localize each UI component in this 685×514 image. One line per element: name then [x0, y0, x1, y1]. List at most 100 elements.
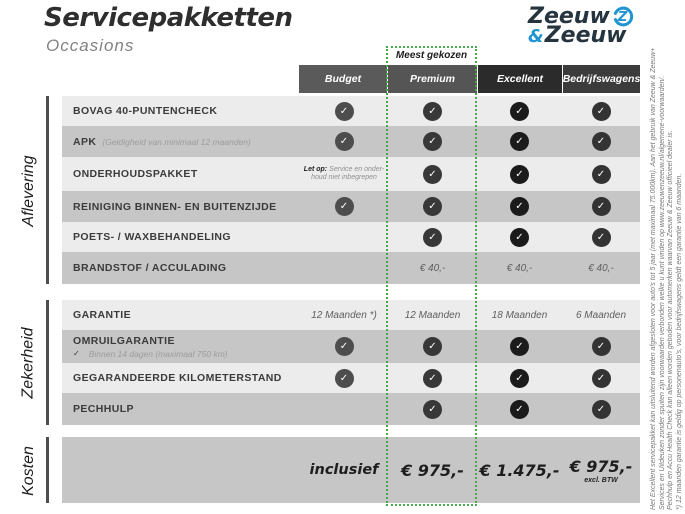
cell-check: ✓ — [300, 96, 388, 126]
row-label: GEGARANDEERDE KILOMETERSTAND — [73, 372, 282, 384]
table-row: GARANTIE 12 Maanden *) 12 Maanden 18 Maande… — [62, 300, 640, 330]
cell-check: ✓ — [388, 330, 477, 363]
check-icon: ✓ — [510, 227, 529, 247]
row-label-line: GARANTIE — [73, 309, 300, 321]
cell-check: ✓ — [477, 157, 562, 191]
check-icon: ✓ — [334, 197, 354, 216]
cell-empty — [300, 393, 388, 425]
check-icon: ✓ — [423, 227, 442, 247]
check-icon: ✓ — [510, 164, 529, 184]
column-headers: Budget Premium Excellent Bedrijfswagens — [299, 65, 640, 93]
cell-value: € 40,- — [562, 252, 640, 284]
check-icon: ✓ — [73, 349, 80, 358]
svg-text:Z: Z — [616, 10, 627, 25]
cell-check: ✓ — [388, 157, 477, 191]
check-icon: ✓ — [510, 368, 529, 388]
row-label: REINIGING BINNEN- EN BUITENZIJDE — [73, 200, 277, 213]
table-row: BOVAG 40-PUNTENCHECK ✓ ✓ ✓ ✓ — [62, 96, 640, 126]
section-label-aflevering: Aflevering — [20, 155, 37, 227]
row-label-cell: POETS- / WAXBEHANDELING — [62, 222, 300, 252]
footnote-line: *) 12 maanden garantie is geldig op pers… — [675, 173, 683, 510]
table-row: REINIGING BINNEN- EN BUITENZIJDE ✓ ✓ ✓ ✓ — [62, 191, 640, 222]
column-header-bedrijfswagens: Bedrijfswagens — [563, 65, 640, 93]
check-icon: ✓ — [510, 132, 529, 151]
check-icon: ✓ — [423, 132, 442, 151]
table-row: POETS- / WAXBEHANDELING ✓ ✓ ✓ — [62, 222, 640, 252]
kosten-btw-note: excl. BTW — [584, 476, 618, 484]
cell-check: ✓ — [562, 393, 640, 425]
row-label: OMRUILGARANTIE — [73, 334, 175, 347]
logo-line2: &Zeeuw — [528, 25, 634, 47]
section-divider-zekerheid — [46, 300, 49, 425]
check-icon: ✓ — [591, 101, 611, 121]
cell-value: 18 Maanden — [477, 300, 562, 330]
cell-empty — [300, 252, 388, 284]
row-label-line: POETS- / WAXBEHANDELING — [73, 231, 300, 243]
table-row: BRANDSTOF / ACCULADING € 40,- € 40,- € 40,- — [62, 252, 640, 284]
cell-text: € 40,- — [506, 262, 533, 274]
cell-value: € 40,- — [477, 252, 562, 284]
row-label-cell: BOVAG 40-PUNTENCHECK — [62, 96, 300, 126]
check-icon: ✓ — [423, 399, 442, 419]
cell-check: ✓ — [300, 126, 388, 157]
section-label-zekerheid: Zekerheid — [19, 327, 37, 399]
cell-check: ✓ — [477, 363, 562, 393]
cell-value: € 40,- — [388, 252, 477, 284]
cell-check: ✓ — [562, 363, 640, 393]
cell-check: ✓ — [562, 157, 640, 191]
section-divider-kosten — [46, 437, 49, 503]
check-icon: ✓ — [334, 101, 354, 121]
row-label: PECHHULP — [73, 403, 134, 415]
row-label-line: APK (Geldigheid van minimaal 12 maanden) — [73, 136, 300, 148]
check-icon: ✓ — [423, 368, 442, 388]
cell-check: ✓ — [388, 191, 477, 222]
row-label-cell: BRANDSTOF / ACCULADING — [62, 252, 300, 284]
cell-value: 6 Maanden — [562, 300, 640, 330]
kosten-premium-cell: € 975,- — [388, 461, 477, 480]
table-row: ONDERHOUDSPAKKET Let op: Service en onder… — [62, 157, 640, 191]
check-icon: ✓ — [510, 337, 529, 356]
most-chosen-badge: Meest gekozen — [395, 50, 468, 61]
row-label: BRANDSTOF / ACCULADING — [73, 262, 227, 274]
check-icon: ✓ — [591, 337, 611, 356]
check-icon: ✓ — [423, 197, 442, 216]
cell-check: ✓ — [477, 126, 562, 157]
cell-check: ✓ — [562, 222, 640, 252]
check-icon: ✓ — [423, 101, 442, 121]
cell-check: ✓ — [388, 393, 477, 425]
cell-check: ✓ — [477, 96, 562, 126]
cell-check: ✓ — [477, 393, 562, 425]
kosten-budget-cell: inclusief — [300, 462, 388, 478]
row-label: APK — [73, 135, 97, 148]
kosten-budget-value: inclusief — [309, 462, 379, 478]
kosten-excellent-price: € 1.475,- — [479, 460, 560, 480]
row-label-line: REINIGING BINNEN- EN BUITENZIJDE — [73, 201, 300, 213]
row-sub-note: ✓ Binnen 14 dagen (maximaal 750 km) — [73, 349, 300, 359]
row-label-cell: ONDERHOUDSPAKKET — [62, 157, 300, 191]
cell-check: ✓ — [562, 191, 640, 222]
row-label: ONDERHOUDSPAKKET — [73, 168, 198, 180]
column-header-budget: Budget — [299, 65, 387, 93]
cell-check: ✓ — [300, 330, 388, 363]
row-label-line: BOVAG 40-PUNTENCHECK — [73, 105, 300, 117]
row-label-cell: GEGARANDEERDE KILOMETERSTAND — [62, 363, 300, 393]
cell-check: ✓ — [388, 222, 477, 252]
section-divider-aflevering — [46, 96, 49, 284]
cell-check: ✓ — [477, 191, 562, 222]
row-label-line: BRANDSTOF / ACCULADING — [73, 262, 300, 274]
section-1-rows: GARANTIE 12 Maanden *) 12 Maanden 18 Maande… — [62, 300, 640, 425]
row-sub-note-text: Binnen 14 dagen (maximaal 750 km) — [88, 348, 228, 359]
page-subtitle: Occasions — [46, 36, 135, 55]
cell-check: ✓ — [562, 126, 640, 157]
cell-value: 12 Maanden *) — [300, 300, 388, 330]
footnote-line: Het Excellent servicepakket kan uitsluit… — [650, 47, 657, 510]
cell-text: 12 Maanden *) — [311, 309, 377, 321]
row-label-cell: GARANTIE — [62, 300, 300, 330]
cell-check: ✓ — [562, 330, 640, 363]
column-header-premium: Premium — [388, 65, 477, 93]
check-icon: ✓ — [591, 132, 611, 151]
row-label-line: PECHHULP — [73, 403, 300, 415]
check-icon: ✓ — [423, 337, 442, 356]
table-row: APK (Geldigheid van minimaal 12 maanden) ✓… — [62, 126, 640, 157]
kosten-bedrijfswagens-cell: € 975,- excl. BTW — [562, 457, 640, 484]
